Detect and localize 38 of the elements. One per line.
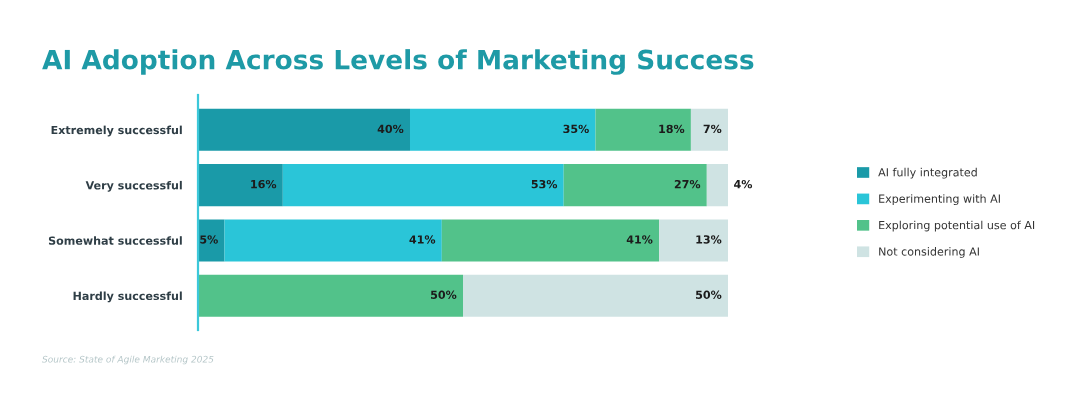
bar [410, 108, 596, 151]
bar [690, 108, 728, 151]
bar [198, 274, 463, 317]
legend-label: AI fully integrated [878, 167, 977, 179]
bar [441, 219, 660, 262]
data-label: 41% [626, 235, 653, 244]
data-label: 16% [251, 179, 277, 189]
bar [706, 164, 728, 207]
data-label: 50% [431, 290, 457, 299]
bar [595, 108, 691, 151]
legend-label: Exploring potential use of AI [879, 220, 1035, 232]
bar [198, 108, 410, 151]
legend-label: Not considering AI [879, 247, 979, 258]
bar [463, 274, 728, 317]
bar [198, 164, 283, 207]
data-label: 13% [696, 235, 722, 244]
bar [563, 164, 707, 207]
legend-label: Experimenting with AI [879, 194, 1000, 205]
bar [659, 219, 728, 262]
data-label: 53% [531, 179, 558, 189]
y-tick-label: Very successful [85, 180, 182, 192]
data-label: 27% [674, 179, 701, 189]
chart-title: AI Adoption Across Levels of Marketing Success [42, 49, 754, 75]
data-label: 40% [377, 124, 404, 134]
data-label: 5% [200, 235, 218, 244]
data-label: 41% [409, 235, 436, 244]
y-tick-label: Somewhat successful [48, 236, 182, 245]
data-label: 18% [659, 124, 685, 134]
y-tick-label: Hardly successful [73, 291, 182, 303]
data-label: 7% [703, 124, 722, 134]
source-note: Source: State of Agile Marketing 2025 [42, 355, 214, 365]
y-tick-label: Extremely successful [51, 125, 182, 137]
data-label: 4% [734, 179, 753, 189]
bar [198, 219, 225, 262]
bar [282, 164, 564, 207]
data-label: 35% [563, 124, 589, 134]
data-label: 50% [696, 290, 722, 299]
bar [224, 219, 442, 262]
